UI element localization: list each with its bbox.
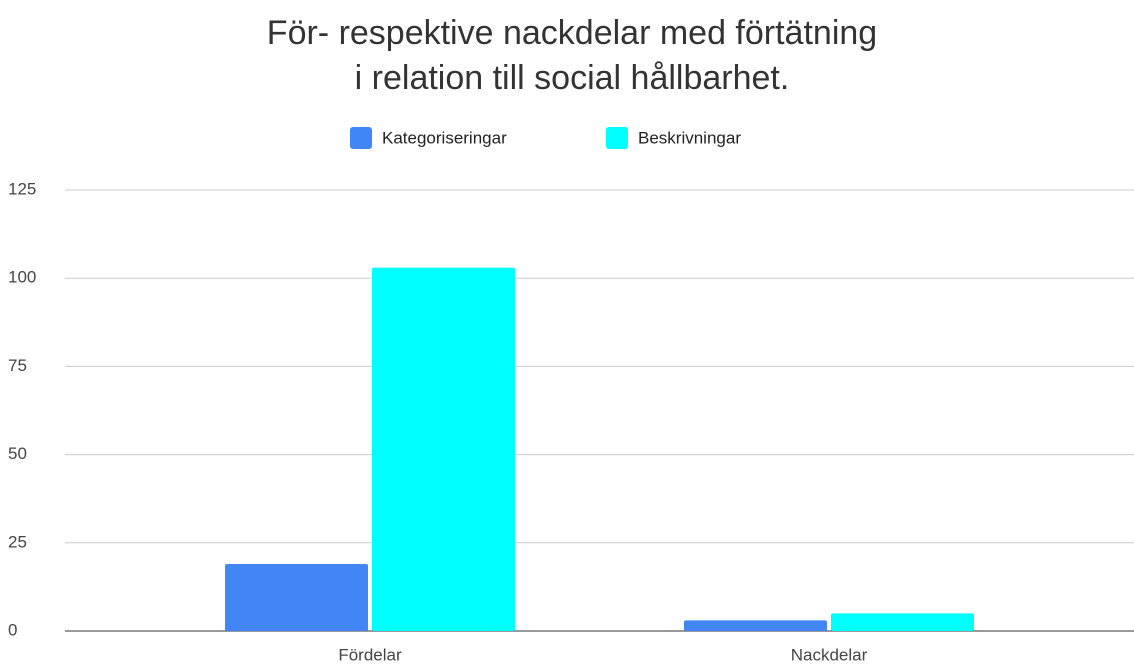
y-tick-label: 50 <box>8 444 27 463</box>
legend-label: Beskrivningar <box>638 128 741 147</box>
y-tick-label: 100 <box>8 268 36 287</box>
bar <box>831 613 974 631</box>
bar <box>372 267 515 631</box>
chart-title: För- respektive nackdelar med förtätning <box>267 14 877 52</box>
y-tick-label: 75 <box>8 356 27 375</box>
bar <box>684 620 827 631</box>
legend-swatch <box>350 127 372 149</box>
y-tick-label: 125 <box>8 179 36 198</box>
y-tick-label: 25 <box>8 532 27 551</box>
legend-swatch <box>606 127 628 149</box>
x-tick-label: Fördelar <box>338 645 402 664</box>
x-tick-label: Nackdelar <box>791 645 868 664</box>
legend-label: Kategoriseringar <box>382 128 507 147</box>
y-tick-label: 0 <box>8 620 17 639</box>
chart-title: i relation till social hållbarhet. <box>355 59 790 97</box>
bar <box>225 563 368 631</box>
